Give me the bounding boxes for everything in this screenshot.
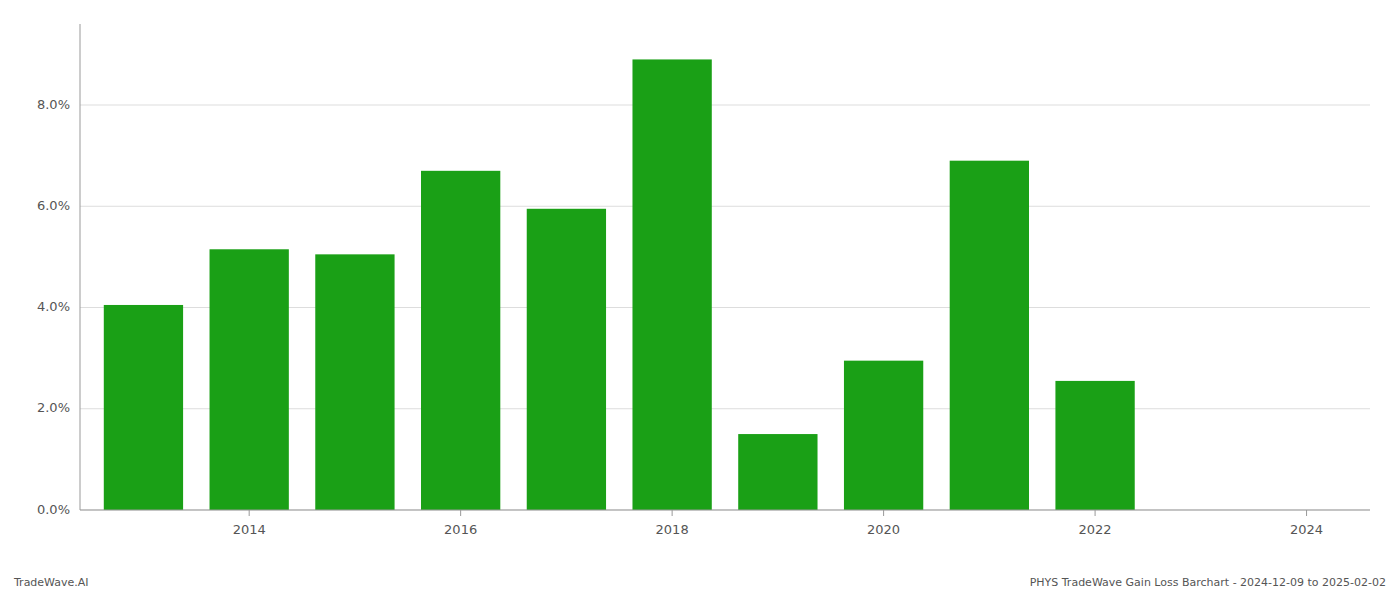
bar bbox=[210, 249, 289, 510]
bars bbox=[104, 59, 1135, 510]
x-axis-line bbox=[80, 510, 1370, 511]
x-axis: 2014 2016 2018 2020 2022 2024 bbox=[80, 510, 1370, 537]
bar bbox=[632, 59, 711, 510]
bar bbox=[421, 171, 500, 510]
x-tick bbox=[1095, 510, 1096, 516]
y-axis: 0.0% 2.0% 4.0% 6.0% 8.0% bbox=[37, 24, 80, 517]
grid-line bbox=[80, 206, 1370, 207]
x-tick-label: 2024 bbox=[1290, 522, 1323, 537]
x-tick bbox=[883, 510, 884, 516]
y-tick-label: 4.0% bbox=[37, 299, 70, 314]
chart: 0.0% 2.0% 4.0% 6.0% 8.0% 2014 2016 2018 2020 2022… bbox=[0, 0, 1400, 600]
footer-text: TradeWave.AI bbox=[13, 576, 89, 589]
x-tick-label: 2016 bbox=[444, 522, 477, 537]
bar bbox=[844, 361, 923, 510]
x-tick bbox=[1306, 510, 1307, 516]
x-tick bbox=[672, 510, 673, 516]
bar bbox=[950, 161, 1029, 510]
bar bbox=[315, 254, 394, 510]
y-tick-label: 0.0% bbox=[37, 502, 70, 517]
chart-container: 0.0% 2.0% 4.0% 6.0% 8.0% 2014 2016 2018 2020 2022… bbox=[0, 0, 1400, 600]
footer-text: PHYS TradeWave Gain Loss Barchart - 2024… bbox=[1030, 576, 1386, 589]
bar bbox=[104, 305, 183, 510]
x-tick-label: 2014 bbox=[233, 522, 266, 537]
y-tick-label: 6.0% bbox=[37, 198, 70, 213]
x-tick-label: 2018 bbox=[656, 522, 689, 537]
y-tick-label: 2.0% bbox=[37, 400, 70, 415]
bar bbox=[1055, 381, 1134, 510]
grid-line bbox=[80, 510, 1370, 511]
y-tick-label: 8.0% bbox=[37, 97, 70, 112]
y-axis-line bbox=[80, 24, 81, 510]
bar bbox=[527, 209, 606, 510]
grid bbox=[80, 105, 1370, 510]
grid-line bbox=[80, 105, 1370, 106]
x-tick bbox=[460, 510, 461, 516]
annotations: TradeWave.AI PHYS TradeWave Gain Loss Bar… bbox=[13, 576, 1386, 589]
x-tick-label: 2022 bbox=[1079, 522, 1112, 537]
x-tick-label: 2020 bbox=[867, 522, 900, 537]
x-tick bbox=[249, 510, 250, 516]
bar bbox=[738, 434, 817, 510]
